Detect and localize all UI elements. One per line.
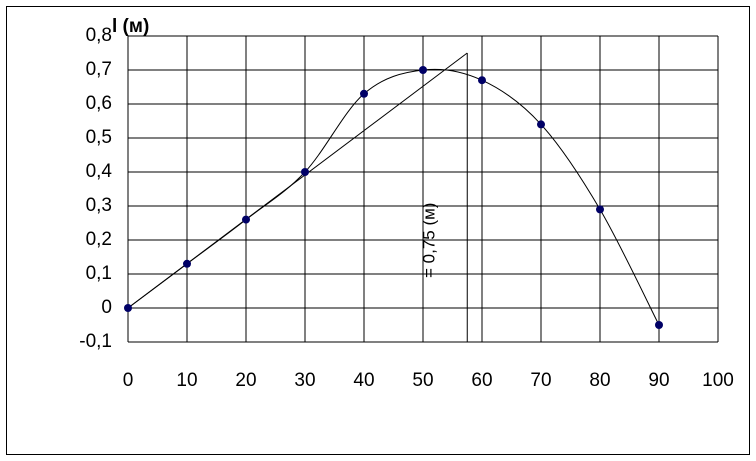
data-point <box>655 321 663 329</box>
x-tick-label: 100 <box>702 370 734 391</box>
x-tick-label: 70 <box>530 370 551 391</box>
data-point <box>360 89 368 98</box>
x-tick-label: 90 <box>648 370 669 391</box>
data-point <box>537 120 545 129</box>
x-tick-label: 10 <box>176 370 197 391</box>
y-tick-label: 0,5 <box>86 127 112 148</box>
y-tick-label: 0,3 <box>86 195 112 216</box>
x-tick-label: 80 <box>589 370 610 391</box>
data-point <box>596 205 604 214</box>
data-point <box>124 304 132 312</box>
x-tick-label: 60 <box>471 370 492 391</box>
y-tick-label: 0,8 <box>86 25 112 46</box>
y-tick-label: 0,1 <box>86 263 112 284</box>
y-tick-label: 0 <box>101 297 112 318</box>
y-tick-label: 0,7 <box>86 59 112 80</box>
data-point <box>419 66 427 74</box>
series-line <box>127 68 660 326</box>
x-tick-label: 40 <box>353 370 374 391</box>
x-tick-label: 30 <box>294 370 315 391</box>
data-point <box>301 168 309 176</box>
data-point <box>478 76 486 85</box>
y-axis-label: l (м) <box>112 16 149 37</box>
data-point <box>183 259 191 268</box>
frame <box>6 6 750 455</box>
x-tick-label: 50 <box>412 370 433 391</box>
y-tick-label: 0,4 <box>86 161 113 182</box>
y-tick-label: 0,2 <box>86 229 112 250</box>
x-tick-label: 20 <box>235 370 256 391</box>
y-tick-label: -0,1 <box>79 331 112 352</box>
x-tick-label: 0 <box>123 370 134 391</box>
annotation: = 0,75 (м) <box>419 203 438 278</box>
data-point <box>242 215 250 224</box>
y-tick-label: 0,6 <box>86 93 112 114</box>
